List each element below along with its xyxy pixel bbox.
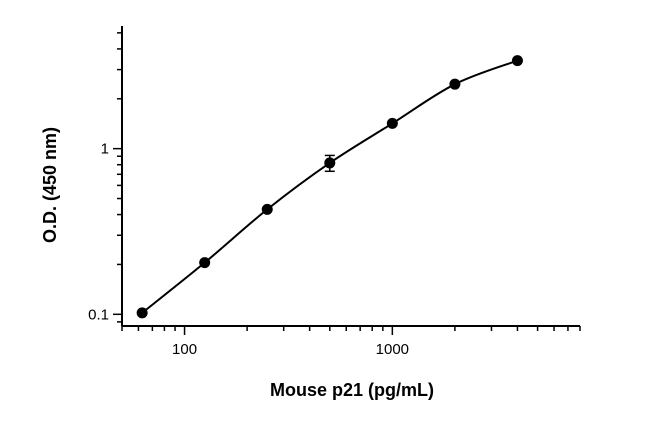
y-axis-title: O.D. (450 nm) bbox=[40, 127, 60, 243]
x-tick-label: 1000 bbox=[376, 341, 409, 358]
data-point bbox=[324, 157, 336, 169]
y-tick-label: 0.1 bbox=[88, 306, 109, 323]
data-point bbox=[136, 307, 148, 319]
fit-curve-layer bbox=[141, 59, 518, 314]
data-point bbox=[511, 55, 523, 67]
data-point bbox=[386, 117, 398, 129]
data-points-layer bbox=[136, 55, 523, 319]
y-tick-label: 1 bbox=[101, 141, 109, 158]
fit-curve bbox=[141, 59, 518, 314]
x-tick-label: 100 bbox=[172, 341, 197, 358]
data-point bbox=[261, 203, 273, 215]
data-point bbox=[449, 78, 461, 90]
x-axis-title: Mouse p21 (pg/mL) bbox=[270, 380, 434, 400]
axes: 0.1 1 100 1000 bbox=[88, 26, 581, 358]
data-point bbox=[199, 257, 211, 269]
